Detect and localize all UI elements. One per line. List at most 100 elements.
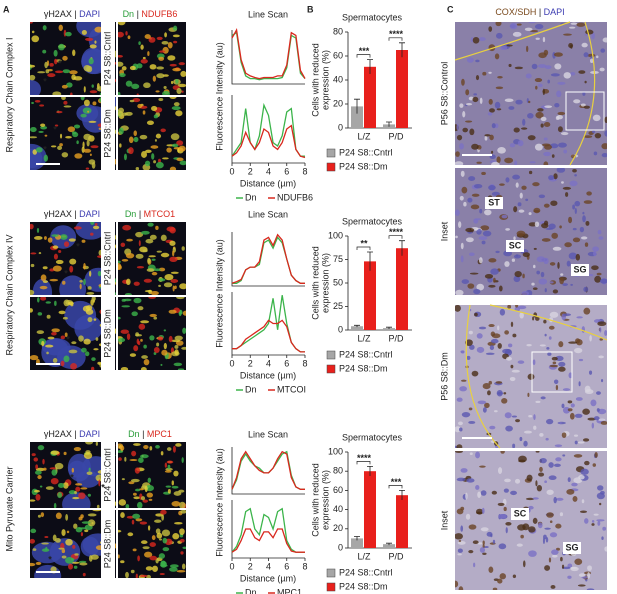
speck: [550, 73, 560, 77]
legend-label: P24 S8::Dm: [339, 161, 388, 171]
speck: [569, 412, 575, 420]
bar: [396, 50, 408, 128]
speck: [158, 50, 166, 53]
speck: [176, 87, 182, 95]
speck: [153, 316, 158, 320]
y-tick-label: 100: [328, 230, 343, 240]
speck: [157, 278, 166, 282]
stain-part: DAPI: [79, 9, 100, 19]
speck: [580, 103, 586, 107]
speck: [591, 520, 595, 523]
speck: [143, 344, 147, 349]
speck: [88, 57, 94, 65]
axis: [231, 500, 305, 559]
speck: [86, 291, 95, 295]
speck: [63, 241, 70, 247]
speck: [528, 170, 533, 175]
speck: [128, 147, 134, 155]
speck: [535, 85, 538, 90]
speck: [156, 36, 163, 41]
speck: [600, 378, 604, 383]
speck: [59, 133, 63, 139]
speck: [470, 37, 474, 43]
stain-part: |: [139, 209, 144, 219]
asterisk: *: [66, 334, 70, 344]
speck: [471, 370, 479, 377]
stain-part: |: [137, 9, 142, 19]
speck: [85, 305, 93, 311]
x-tick-label: P/D: [388, 131, 404, 141]
speck: [512, 31, 522, 37]
speck: [489, 134, 494, 141]
x-tick-label: 8: [302, 358, 307, 368]
speck: [491, 150, 494, 154]
speck: [156, 73, 165, 79]
speck: [543, 151, 551, 157]
speck: [125, 504, 130, 508]
annotation-box: [563, 542, 581, 554]
speck: [172, 34, 180, 38]
speck: [120, 329, 130, 334]
speck: [548, 462, 554, 468]
speck: [149, 64, 157, 70]
speck: [568, 216, 573, 224]
speck: [498, 514, 507, 519]
speck: [597, 229, 602, 235]
speck: [460, 506, 465, 511]
speck: [465, 513, 471, 520]
speck: [53, 502, 57, 508]
speck: [600, 421, 607, 425]
speck: [50, 477, 59, 485]
speck: [518, 209, 525, 213]
speck: [482, 71, 487, 76]
speck: [181, 246, 185, 251]
speck: [181, 90, 184, 93]
speck: [505, 177, 510, 183]
speck: [515, 254, 519, 257]
speck: [118, 554, 120, 559]
speck: [72, 49, 76, 57]
speck: [143, 358, 150, 366]
speck: [584, 460, 590, 466]
tubule-outline: [454, 21, 596, 166]
micrograph: [455, 451, 607, 590]
speck: [40, 512, 45, 518]
speck: [160, 560, 166, 566]
speck: [456, 444, 463, 448]
speck: [84, 529, 89, 533]
speck: [457, 548, 463, 553]
speck: [583, 105, 590, 109]
speck: [62, 69, 71, 74]
speck: [460, 350, 465, 354]
asterisk: *: [48, 554, 52, 564]
y-tick-label: 50: [333, 277, 343, 287]
speck: [570, 22, 578, 25]
stain-part: γH2AX: [44, 209, 75, 219]
speck: [535, 37, 540, 40]
speck: [548, 475, 557, 481]
speck: [557, 111, 566, 116]
speck: [527, 373, 535, 380]
speck: [509, 143, 516, 148]
speck: [468, 252, 475, 257]
speck: [554, 444, 563, 448]
speck: [121, 66, 127, 71]
speck: [482, 230, 492, 237]
speck: [135, 334, 143, 337]
speck: [604, 130, 607, 137]
speck: [164, 462, 168, 468]
speck: [574, 347, 583, 354]
speck: [497, 502, 505, 506]
speck: [481, 171, 486, 176]
speck: [579, 226, 585, 233]
speck: [67, 301, 74, 305]
stain-label: γH2AX | DAPI: [44, 9, 100, 19]
speck: [53, 49, 58, 57]
speck: [85, 308, 94, 315]
speck: [550, 200, 558, 206]
speck: [119, 72, 126, 78]
speck: [170, 80, 174, 85]
image-label: Inset: [439, 510, 449, 530]
speck: [495, 381, 503, 384]
speck: [548, 557, 552, 563]
